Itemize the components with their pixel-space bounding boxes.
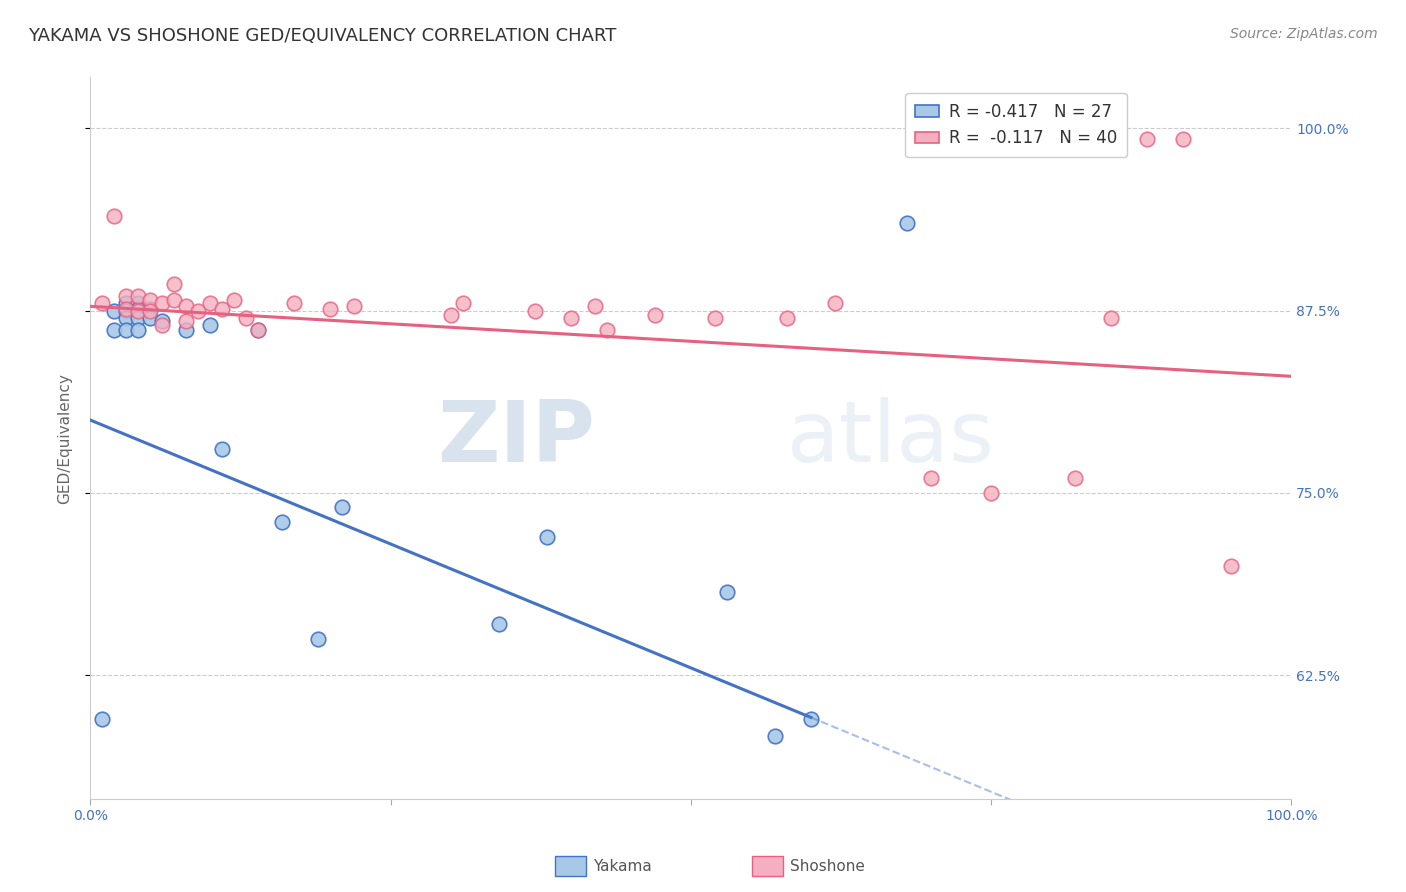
Point <box>115 296 138 310</box>
Point <box>139 302 162 317</box>
Point <box>163 293 186 308</box>
Point <box>224 293 246 308</box>
Point <box>103 323 125 337</box>
Point <box>200 318 222 333</box>
Point <box>716 585 738 599</box>
Point <box>115 289 138 303</box>
Point <box>451 296 474 310</box>
Point <box>127 323 149 337</box>
Point <box>247 323 270 337</box>
Point <box>115 303 138 318</box>
Point <box>91 296 114 310</box>
Point <box>127 296 149 310</box>
Point <box>176 299 198 313</box>
Point <box>1173 131 1195 145</box>
Point <box>150 318 173 333</box>
Point <box>187 303 209 318</box>
Point <box>920 471 942 485</box>
Point <box>439 308 461 322</box>
Point <box>115 310 138 325</box>
Point <box>824 296 846 310</box>
Point <box>91 712 114 726</box>
Point <box>103 303 125 318</box>
Point <box>103 209 125 223</box>
Text: YAKAMA VS SHOSHONE GED/EQUIVALENCY CORRELATION CHART: YAKAMA VS SHOSHONE GED/EQUIVALENCY CORRE… <box>28 27 616 45</box>
Point <box>703 310 725 325</box>
Point <box>307 632 329 646</box>
Text: Yakama: Yakama <box>593 859 652 873</box>
Point <box>332 500 354 515</box>
Point <box>523 303 546 318</box>
Point <box>343 299 366 313</box>
Point <box>115 302 138 317</box>
Point <box>644 308 666 322</box>
Point <box>596 323 619 337</box>
Point <box>1220 558 1243 573</box>
Point <box>163 277 186 292</box>
Point <box>150 296 173 310</box>
Point <box>115 323 138 337</box>
Point <box>235 310 257 325</box>
Legend: R = -0.417   N = 27, R =  -0.117   N = 40: R = -0.417 N = 27, R = -0.117 N = 40 <box>905 93 1126 157</box>
Point <box>1064 471 1087 485</box>
Point <box>139 310 162 325</box>
Point <box>1099 310 1122 325</box>
Point <box>980 486 1002 500</box>
Point <box>319 302 342 317</box>
Point <box>176 323 198 337</box>
Text: Shoshone: Shoshone <box>790 859 865 873</box>
Point <box>176 314 198 328</box>
Point <box>211 442 233 457</box>
Point <box>127 303 149 318</box>
Point <box>127 302 149 317</box>
Text: atlas: atlas <box>787 397 995 480</box>
Text: ZIP: ZIP <box>437 397 595 480</box>
Point <box>211 302 233 317</box>
Point <box>896 216 918 230</box>
Point <box>271 515 294 529</box>
Point <box>127 310 149 325</box>
Point <box>127 289 149 303</box>
Point <box>283 296 305 310</box>
Point <box>1136 131 1159 145</box>
Point <box>488 617 510 632</box>
Point <box>200 296 222 310</box>
Point <box>763 730 786 744</box>
Point <box>139 303 162 318</box>
Point <box>150 314 173 328</box>
Point <box>247 323 270 337</box>
Point <box>583 299 606 313</box>
Point <box>139 293 162 308</box>
Point <box>560 310 582 325</box>
Point <box>536 530 558 544</box>
Y-axis label: GED/Equivalency: GED/Equivalency <box>58 373 72 504</box>
Point <box>776 310 799 325</box>
Point <box>800 712 823 726</box>
Text: Source: ZipAtlas.com: Source: ZipAtlas.com <box>1230 27 1378 41</box>
